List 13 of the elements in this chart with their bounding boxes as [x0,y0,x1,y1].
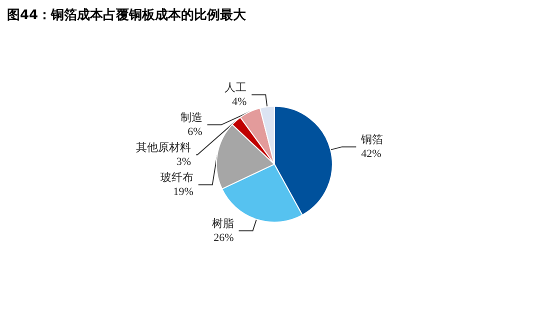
slice-label: 其他原材料 [136,140,192,154]
data-label: 3% [176,156,192,168]
data-label: 4% [232,96,247,108]
slice-label: 玻纤布 [160,170,194,184]
slice-label: 人工 [224,82,247,94]
data-label: 26% [214,232,234,244]
data-label: 19% [173,186,194,198]
slice-label: 树脂 [212,218,234,230]
slice-label: 制造 [180,110,202,124]
slice-label: 铜箔 [360,134,384,146]
data-label: 6% [188,126,202,138]
chart-title: 图44：铜箔成本占覆铜板成本的比例最大 [7,8,248,23]
data-label: 42% [361,148,382,160]
